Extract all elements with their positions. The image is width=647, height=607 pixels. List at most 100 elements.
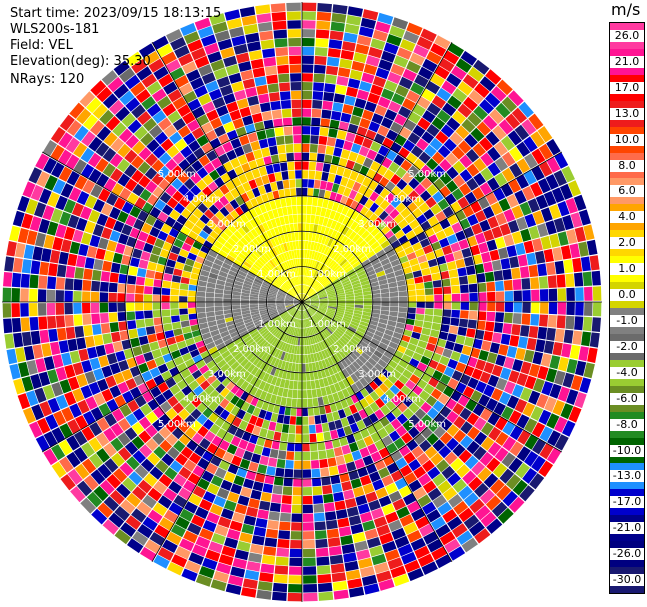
range-gate xyxy=(514,190,527,205)
range-gate xyxy=(267,210,275,220)
range-gate xyxy=(139,444,153,458)
range-gate xyxy=(374,104,388,117)
range-gate xyxy=(333,589,349,600)
range-gate xyxy=(102,333,113,345)
range-gate xyxy=(267,304,276,308)
range-gate xyxy=(326,311,335,316)
range-gate xyxy=(523,240,535,254)
range-gate xyxy=(146,139,160,153)
range-gate xyxy=(260,492,272,502)
range-gate xyxy=(390,565,407,578)
range-gate xyxy=(429,265,440,274)
range-gate xyxy=(267,173,276,183)
range-gate xyxy=(233,475,245,486)
range-gate xyxy=(430,203,442,215)
range-gate xyxy=(247,271,256,278)
range-gate xyxy=(243,234,252,243)
range-gate xyxy=(317,441,326,451)
range-gate xyxy=(244,171,255,182)
range-gate xyxy=(285,197,292,207)
range-gate xyxy=(214,338,224,346)
range-gate xyxy=(85,396,98,410)
range-gate xyxy=(427,466,441,480)
range-gate xyxy=(82,279,92,291)
range-gate xyxy=(284,325,290,333)
range-gate xyxy=(142,516,158,531)
range-gate xyxy=(308,416,315,425)
range-gate xyxy=(319,302,328,305)
range-gate xyxy=(446,73,462,88)
range-gate xyxy=(275,318,283,326)
range-gate xyxy=(286,270,292,279)
range-gate xyxy=(320,277,328,285)
range-gate xyxy=(409,374,420,385)
range-gate xyxy=(323,281,331,288)
range-gate xyxy=(250,543,264,555)
range-gate xyxy=(546,262,556,276)
range-gate xyxy=(84,336,95,348)
range-gate xyxy=(285,304,294,309)
range-gate xyxy=(354,307,363,312)
range-gate xyxy=(441,80,457,95)
range-gate xyxy=(183,90,197,104)
range-gate xyxy=(92,269,102,281)
range-gate xyxy=(236,409,246,420)
range-gate xyxy=(478,292,487,302)
range-gate xyxy=(307,196,313,206)
range-gate xyxy=(386,324,396,332)
range-gate xyxy=(237,154,248,165)
range-gate xyxy=(289,55,301,65)
range-gate xyxy=(460,310,469,319)
range-gate xyxy=(106,240,118,252)
range-gate xyxy=(239,267,249,274)
range-gate xyxy=(398,296,408,302)
range-gate xyxy=(267,302,276,304)
range-gate xyxy=(82,411,96,426)
range-gate xyxy=(337,463,348,474)
range-gate xyxy=(406,252,417,261)
range-gate xyxy=(166,336,177,346)
range-gate xyxy=(108,302,117,313)
range-gate xyxy=(554,152,569,169)
range-gate xyxy=(327,173,336,183)
range-gate xyxy=(194,445,206,457)
range-gate xyxy=(359,118,371,129)
range-gate xyxy=(371,313,380,319)
range-gate xyxy=(302,29,316,38)
range-gate xyxy=(388,161,400,174)
range-gate xyxy=(383,244,393,254)
range-gate xyxy=(126,492,141,508)
range-gate xyxy=(135,302,144,311)
range-gate xyxy=(97,463,112,479)
range-gate xyxy=(289,290,296,297)
range-gate xyxy=(276,414,285,424)
range-gate xyxy=(188,290,197,297)
range-gate xyxy=(305,232,309,241)
range-gate xyxy=(296,276,300,285)
range-gate xyxy=(239,330,249,337)
range-gate xyxy=(327,306,337,310)
range-gate xyxy=(474,431,488,446)
range-gate xyxy=(101,70,118,86)
range-gate xyxy=(253,526,267,537)
range-gate xyxy=(479,76,496,92)
range-gate xyxy=(278,73,290,83)
range-gate xyxy=(413,225,424,236)
range-gate xyxy=(476,320,486,331)
range-gate xyxy=(295,363,299,372)
range-gate xyxy=(230,188,240,199)
range-gate xyxy=(523,136,538,153)
range-gate xyxy=(102,519,119,535)
range-gate xyxy=(263,382,271,393)
range-gate xyxy=(326,218,334,228)
range-gate xyxy=(313,503,325,513)
range-gate xyxy=(310,442,318,452)
range-gate xyxy=(461,537,478,553)
range-gate xyxy=(209,423,221,435)
range-gate xyxy=(335,455,346,466)
range-gate xyxy=(317,273,324,282)
range-gate xyxy=(291,522,302,531)
range-gate xyxy=(287,592,302,602)
range-gate xyxy=(288,584,302,593)
range-gate xyxy=(209,503,223,516)
